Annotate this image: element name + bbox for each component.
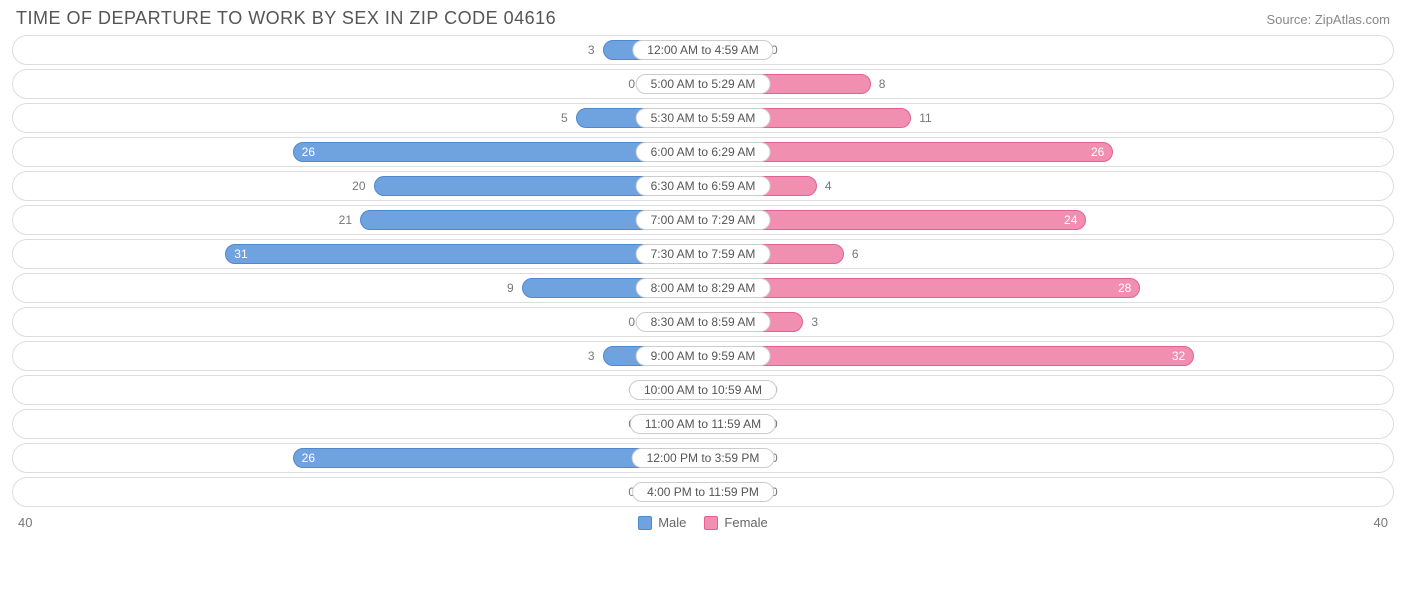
chart-row: 0 8 5:00 AM to 5:29 AM (12, 69, 1394, 99)
legend-swatch (704, 516, 718, 530)
legend-item: Male (638, 515, 686, 530)
male-value: 5 (561, 111, 568, 125)
chart-row: 3012:00 AM to 4:59 AM (12, 35, 1394, 65)
male-value: 31 (234, 247, 247, 261)
category-label: 7:30 AM to 7:59 AM (636, 244, 771, 264)
chart-header: TIME OF DEPARTURE TO WORK BY SEX IN ZIP … (12, 8, 1394, 29)
female-value: 24 (1064, 213, 1077, 227)
chart-row: 9 28 8:00 AM to 8:29 AM (12, 273, 1394, 303)
chart-footer: 40 Male Female 40 (12, 511, 1394, 530)
axis-left-max: 40 (18, 515, 32, 530)
category-label: 7:00 AM to 7:29 AM (636, 210, 771, 230)
chart-title: TIME OF DEPARTURE TO WORK BY SEX IN ZIP … (16, 8, 556, 29)
legend-swatch (638, 516, 652, 530)
diverging-bar-chart: 3012:00 AM to 4:59 AM085:00 AM to 5:29 A… (12, 35, 1394, 507)
legend-label: Female (724, 515, 767, 530)
female-bar: 32 (703, 346, 1194, 366)
male-value: 0 (628, 77, 635, 91)
category-label: 9:00 AM to 9:59 AM (636, 346, 771, 366)
female-value: 4 (825, 179, 832, 193)
chart-row: 20 4 6:30 AM to 6:59 AM (12, 171, 1394, 201)
category-label: 11:00 AM to 11:59 AM (630, 414, 776, 434)
category-label: 12:00 AM to 4:59 AM (632, 40, 773, 60)
category-label: 5:00 AM to 5:29 AM (636, 74, 771, 94)
chart-row: 26012:00 PM to 3:59 PM (12, 443, 1394, 473)
category-label: 12:00 PM to 3:59 PM (632, 448, 775, 468)
chart-row: 3 32 9:00 AM to 9:59 AM (12, 341, 1394, 371)
chart-source: Source: ZipAtlas.com (1266, 12, 1390, 27)
chart-row: 26 26 6:00 AM to 6:29 AM (12, 137, 1394, 167)
chart-row: 0 3 8:30 AM to 8:59 AM (12, 307, 1394, 337)
chart-row: 0010:00 AM to 10:59 AM (12, 375, 1394, 405)
axis-right-max: 40 (1374, 515, 1388, 530)
legend-label: Male (658, 515, 686, 530)
male-value: 21 (339, 213, 352, 227)
category-label: 5:30 AM to 5:59 AM (636, 108, 771, 128)
chart-row: 004:00 PM to 11:59 PM (12, 477, 1394, 507)
male-value: 9 (507, 281, 514, 295)
category-label: 8:30 AM to 8:59 AM (636, 312, 771, 332)
category-label: 6:00 AM to 6:29 AM (636, 142, 771, 162)
male-value: 3 (588, 43, 595, 57)
chart-row: 31 6 7:30 AM to 7:59 AM (12, 239, 1394, 269)
female-value: 11 (919, 111, 931, 125)
category-label: 10:00 AM to 10:59 AM (629, 380, 777, 400)
male-value: 0 (628, 315, 635, 329)
female-value: 28 (1118, 281, 1131, 295)
female-value: 8 (879, 77, 886, 91)
category-label: 4:00 PM to 11:59 PM (632, 482, 774, 502)
female-value: 26 (1091, 145, 1104, 159)
female-value: 6 (852, 247, 859, 261)
male-bar: 31 (225, 244, 703, 264)
category-label: 6:30 AM to 6:59 AM (636, 176, 771, 196)
male-value: 26 (302, 145, 315, 159)
female-value: 3 (811, 315, 818, 329)
legend: Male Female (638, 515, 768, 530)
male-value: 20 (352, 179, 365, 193)
chart-row: 5 11 5:30 AM to 5:59 AM (12, 103, 1394, 133)
legend-item: Female (704, 515, 767, 530)
male-value: 3 (588, 349, 595, 363)
category-label: 8:00 AM to 8:29 AM (636, 278, 771, 298)
chart-row: 21 24 7:00 AM to 7:29 AM (12, 205, 1394, 235)
female-value: 32 (1172, 349, 1185, 363)
chart-row: 0011:00 AM to 11:59 AM (12, 409, 1394, 439)
male-value: 26 (302, 451, 315, 465)
